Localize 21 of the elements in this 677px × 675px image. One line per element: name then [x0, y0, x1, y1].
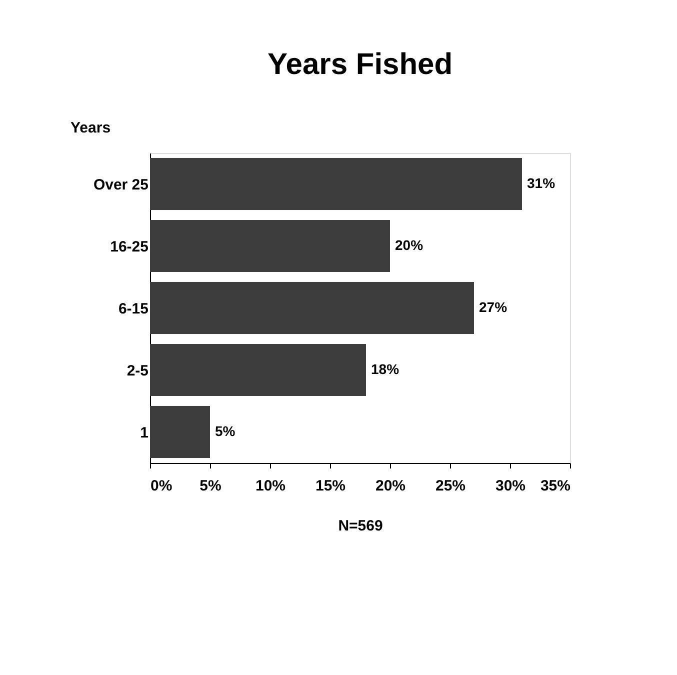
data-label: 5% — [215, 423, 236, 439]
data-label: 18% — [371, 361, 400, 377]
y-axis-title: Years — [70, 120, 111, 136]
y-tick-label: 1 — [140, 424, 148, 442]
x-tick-label: 5% — [200, 478, 222, 494]
x-axis-title: N=569 — [338, 518, 383, 534]
y-tick-label: Over 25 — [93, 176, 148, 194]
data-label: 20% — [395, 237, 424, 253]
y-tick-label: 16-25 — [110, 238, 148, 256]
data-label: 27% — [479, 299, 508, 315]
x-tick-label: 25% — [435, 478, 466, 494]
x-tick-label: 30% — [495, 478, 526, 494]
y-tick-label: 6-15 — [118, 300, 148, 318]
x-tick-label: 10% — [255, 478, 286, 494]
y-tick-label: 2-5 — [126, 362, 148, 380]
x-tick-label: 35% — [540, 478, 570, 494]
x-tick-label: 0% — [150, 478, 172, 494]
data-label: 31% — [527, 175, 556, 191]
x-tick-label: 15% — [315, 478, 346, 494]
x-tick-label: 20% — [375, 478, 406, 494]
chart-title: Years Fished — [267, 48, 453, 81]
